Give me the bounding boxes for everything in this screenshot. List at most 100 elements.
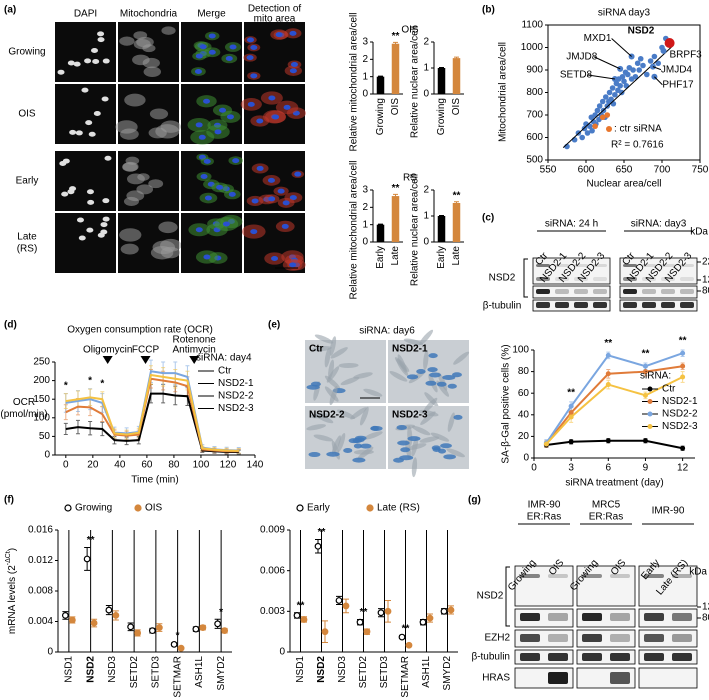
legend-marker: [134, 504, 142, 512]
x-axis-label: Time (min): [131, 475, 178, 486]
error-bar: [378, 223, 383, 226]
blot-band: [555, 289, 569, 294]
blot-band: [644, 613, 664, 621]
nucleus: [203, 98, 211, 104]
blot-band: [644, 653, 664, 661]
x-tick-label: 650: [616, 165, 633, 176]
nucleus: [101, 96, 109, 102]
point: [655, 60, 661, 67]
image-label: NSD2-1: [392, 344, 428, 355]
stained-cell: [431, 445, 441, 451]
point: [608, 96, 614, 103]
blot-band: [574, 277, 588, 281]
point: [398, 633, 406, 641]
cell: [397, 354, 407, 373]
nucleus: [86, 227, 94, 233]
blot-band: [548, 574, 568, 578]
nucleus: [289, 195, 297, 201]
nucleus: [88, 131, 96, 137]
x-tick-label: Early: [375, 246, 386, 269]
cell: [119, 36, 135, 46]
cell: [411, 436, 419, 457]
labeled-point: [660, 47, 667, 54]
x-tick-label: 60: [141, 460, 153, 471]
nucleus: [250, 45, 258, 51]
nucleus: [199, 44, 207, 50]
legend-label: NSD2-1: [218, 378, 254, 389]
blot-panel: [532, 257, 611, 285]
nucleus: [283, 104, 291, 110]
x-tick-label: NSD1: [295, 656, 306, 683]
legend-label: Growing: [75, 503, 112, 514]
nucleus: [247, 37, 255, 43]
point: [321, 628, 329, 636]
point: [155, 624, 163, 631]
cell: [420, 411, 436, 425]
cell: [306, 424, 326, 431]
stained-cell: [442, 374, 456, 380]
x-tick-label: 140: [247, 460, 264, 471]
blot-band: [680, 264, 694, 267]
nucleus: [57, 69, 65, 75]
point: [384, 607, 392, 615]
nucleus: [208, 49, 216, 55]
marker-label: 220: [702, 257, 709, 268]
cell: [423, 350, 429, 371]
legend-label: Early: [307, 503, 330, 514]
event-label: FCCP: [132, 345, 160, 356]
blot-band: [574, 289, 588, 294]
cell: [158, 221, 178, 234]
point-label: JMJD4: [661, 64, 693, 75]
significance: **: [360, 607, 368, 618]
blot-panel: [638, 565, 698, 607]
x-tick-label: 20: [87, 460, 99, 471]
blot-band: [593, 302, 607, 308]
trend-line: [562, 44, 674, 148]
cell: [120, 128, 139, 140]
nucleus: [250, 73, 258, 79]
blot-band: [548, 613, 568, 621]
point: [602, 94, 609, 100]
point: [637, 55, 644, 62]
series-line: [65, 392, 239, 454]
blot-panel: [514, 565, 574, 607]
nucleus: [91, 47, 99, 53]
stained-cell: [406, 374, 419, 380]
cell: [423, 397, 438, 413]
point: [177, 644, 185, 652]
y-axis-label: Relative nuclear area/cell: [410, 26, 421, 138]
stained-cell: [407, 436, 421, 442]
nucleus: [69, 186, 77, 192]
nucleus: [62, 158, 70, 164]
blot-band: [610, 574, 630, 578]
blot-band: [582, 634, 602, 642]
panel-label: (g): [468, 495, 481, 506]
y-axis-label: mRNA levels (2-ΔCt): [5, 548, 17, 634]
y-axis-label: Relative nuclear area/cell: [410, 174, 421, 286]
blot-band: [661, 264, 675, 267]
nucleus: [232, 158, 240, 164]
blot-band: [642, 277, 656, 281]
blot-band: [520, 613, 540, 621]
event-arrow: [189, 356, 200, 364]
y-tick-label: 800: [526, 87, 543, 98]
x-tick-label: NSD2: [316, 656, 327, 683]
y-tick-label: 0: [279, 647, 285, 658]
blot-band: [661, 302, 675, 308]
stained-cell: [348, 438, 360, 444]
cell: [447, 412, 455, 432]
legend-label: Ctr: [662, 384, 676, 395]
y-tick-label: 0.016: [28, 525, 53, 536]
point: [642, 369, 648, 375]
cell: [137, 173, 150, 181]
marker-label: 120: [702, 275, 709, 286]
leader-line: [587, 74, 615, 80]
x-tick-label: 40: [114, 460, 126, 471]
column-header: mito area: [254, 14, 296, 25]
point: [170, 640, 178, 648]
blot-band: [672, 613, 692, 621]
blot-band: [644, 574, 664, 578]
x-tick-label: 750: [692, 165, 709, 176]
blot-band: [672, 634, 692, 642]
panel-label: (a): [4, 5, 16, 16]
